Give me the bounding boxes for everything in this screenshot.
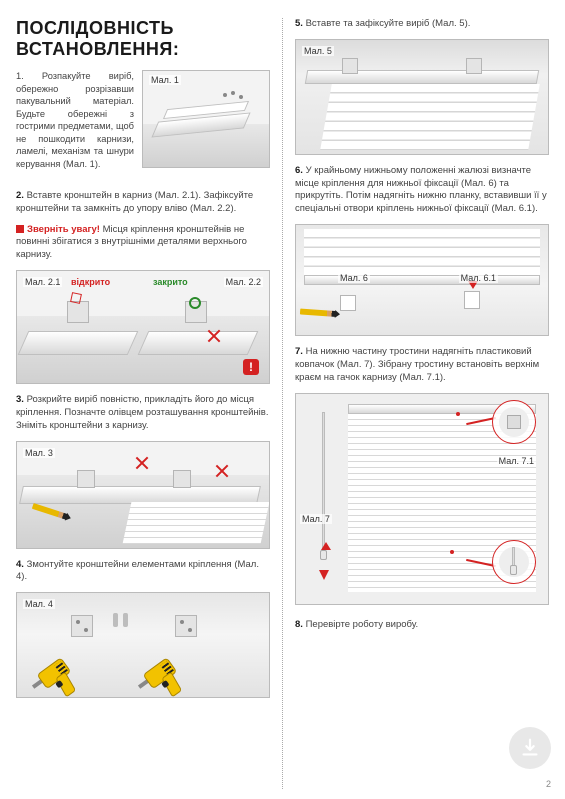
figure-4-label: Мал. 4	[23, 599, 55, 609]
warning-icon: !	[243, 359, 259, 375]
warning-square-icon	[16, 225, 24, 233]
bracket-right	[175, 615, 197, 637]
figure-7: Мал. 7 Мал. 7.1	[295, 393, 549, 605]
rod-cap-icon	[320, 550, 327, 560]
blinds-slats	[320, 84, 540, 150]
top-rail	[305, 70, 539, 84]
arrow-up-icon	[321, 542, 331, 550]
figure-3: Мал. 3	[16, 441, 270, 549]
bracket-left	[71, 615, 93, 637]
step-6-body: У крайньому нижньому положенні жалюзі ви…	[295, 165, 547, 214]
page-title: ПОСЛІДОВНІСТЬ ВСТАНОВЛЕННЯ:	[16, 18, 270, 60]
x-mark-icon	[207, 329, 221, 343]
dowel-icon	[113, 613, 118, 627]
closed-label: закрито	[153, 277, 188, 287]
step-5-num: 5.	[295, 18, 303, 29]
download-icon	[519, 737, 541, 759]
hook-detail-icon	[507, 415, 521, 429]
step-7-num: 7.	[295, 346, 303, 357]
cornice-right	[138, 331, 259, 355]
step-1-text: 1. Розпакуйте виріб, обережно розрізавши…	[16, 70, 134, 178]
download-badge[interactable]	[509, 727, 551, 769]
blinds-slats	[123, 502, 270, 544]
column-divider	[282, 18, 283, 789]
step-3: 3. Розкрийте виріб повністю, прикладіть …	[16, 394, 270, 432]
step-6: 6. У крайньому нижньому положенні жалюзі…	[295, 165, 549, 216]
rod	[322, 412, 325, 552]
rod-tassel-icon	[319, 570, 329, 580]
x-mark-icon	[135, 456, 149, 470]
figure-6-label: Мал. 6	[338, 273, 370, 283]
note-label: Зверніть увагу!	[27, 224, 100, 235]
figure-71-label: Мал. 7.1	[497, 456, 536, 466]
figure-7-label: Мал. 7	[300, 514, 332, 524]
step-1: 1. Розпакуйте виріб, обережно розрізавши…	[16, 70, 270, 178]
hardware-icon	[231, 91, 235, 95]
figure-4: Мал. 4	[16, 592, 270, 698]
blinds-slats	[304, 229, 540, 275]
zoom-circle-top	[492, 400, 536, 444]
bracket-a	[77, 470, 95, 488]
figure-2: Мал. 2.1 Мал. 2.2 відкрито закрито !	[16, 270, 270, 384]
figure-3-label: Мал. 3	[23, 448, 55, 458]
step-5: 5. Вставте та зафіксуйте виріб (Мал. 5).	[295, 18, 549, 31]
top-rail	[19, 486, 261, 504]
step-1-body: Розпакуйте виріб, обережно розрізавши па…	[16, 71, 134, 169]
callout-dot	[450, 550, 454, 554]
figure-22-label: Мал. 2.2	[224, 277, 263, 287]
rod-detail	[512, 547, 515, 567]
step-7-body: На нижню частину тростини надягніть плас…	[295, 346, 539, 383]
figure-1: Мал. 1	[142, 70, 270, 168]
bracket-r	[466, 58, 482, 74]
bottom-clip-left	[340, 295, 356, 311]
page: ПОСЛІДОВНІСТЬ ВСТАНОВЛЕННЯ: 1. Розпакуйт…	[0, 0, 565, 799]
figure-21-label: Мал. 2.1	[23, 277, 62, 287]
hardware-icon	[239, 95, 243, 99]
step-8-body: Перевірте роботу виробу.	[306, 619, 419, 630]
figure-5-label: Мал. 5	[302, 46, 334, 56]
closed-latch-icon	[189, 297, 201, 309]
step-2-num: 2.	[16, 190, 24, 201]
step-2-note: Зверніть увагу! Місця кріплення кронштей…	[16, 224, 270, 262]
step-7: 7. На нижню частину тростини надягніть п…	[295, 346, 549, 384]
step-8: 8. Перевірте роботу виробу.	[295, 619, 549, 632]
step-4-num: 4.	[16, 559, 24, 570]
bracket-b	[173, 470, 191, 488]
step-3-body: Розкрийте виріб повністю, прикладіть йог…	[16, 394, 268, 431]
callout-dot	[456, 412, 460, 416]
open-label: відкрито	[71, 277, 110, 287]
hardware-icon	[223, 93, 227, 97]
cornice-left	[18, 331, 139, 355]
open-latch-icon	[70, 292, 82, 304]
bottom-clip-right	[464, 291, 480, 309]
step-1-num: 1.	[16, 71, 24, 81]
step-4: 4. Змонтуйте кронштейни елементами кріпл…	[16, 559, 270, 585]
step-6-num: 6.	[295, 165, 303, 176]
page-number: 2	[546, 779, 551, 789]
right-column: 5. Вставте та зафіксуйте виріб (Мал. 5).…	[295, 18, 549, 789]
x-mark-icon	[215, 464, 229, 478]
step-3-num: 3.	[16, 394, 24, 405]
bracket-open	[67, 301, 89, 323]
step-2: 2. Вставте кронштейн в карниз (Мал. 2.1)…	[16, 190, 270, 216]
left-column: ПОСЛІДОВНІСТЬ ВСТАНОВЛЕННЯ: 1. Розпакуйт…	[16, 18, 270, 789]
dowel-icon	[123, 613, 128, 627]
bracket-l	[342, 58, 358, 74]
rod-cap-detail	[510, 565, 517, 575]
step-4-body: Змонтуйте кронштейни елементами кріпленн…	[16, 559, 259, 583]
step-8-num: 8.	[295, 619, 303, 630]
figure-5: Мал. 5	[295, 39, 549, 155]
step-5-body: Вставте та зафіксуйте виріб (Мал. 5).	[306, 18, 471, 29]
figure-61-label: Мал. 6.1	[459, 273, 498, 283]
zoom-circle-bottom	[492, 540, 536, 584]
figure-6: Мал. 6 Мал. 6.1	[295, 224, 549, 336]
figure-1-label: Мал. 1	[149, 75, 181, 85]
step-2-body: Вставте кронштейн в карниз (Мал. 2.1). З…	[16, 190, 253, 214]
